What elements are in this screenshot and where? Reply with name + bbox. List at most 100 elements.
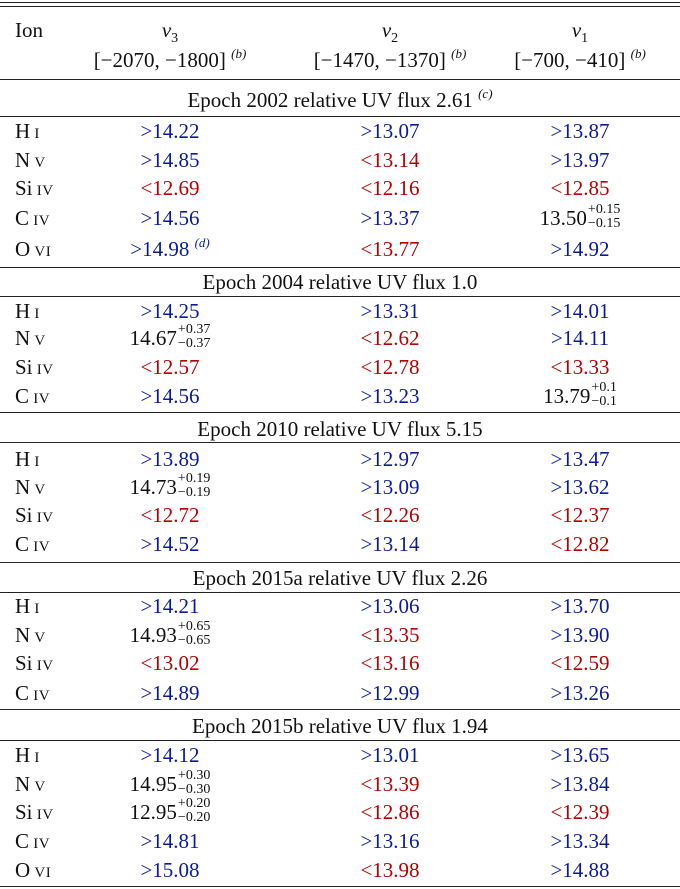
uncertainty-lower: −0.1 <box>591 394 617 410</box>
epoch-title-text: Epoch 2015a relative UV flux 2.26 <box>192 566 488 590</box>
header-rule <box>0 79 680 80</box>
value-v2: <12.86 <box>290 800 490 825</box>
value-v1: <12.85 <box>480 176 680 201</box>
uncertainty-upper: +0.37 <box>177 322 211 338</box>
bottom-rule <box>0 886 680 887</box>
value-v3: 14.95 +0.30 −0.30 <box>70 768 270 800</box>
value-v2: <13.35 <box>290 623 490 648</box>
value-v1: <12.59 <box>480 651 680 676</box>
uncertainty-upper: +0.30 <box>177 768 211 784</box>
value-text: >13.31 <box>360 299 420 323</box>
ion-label: H I <box>15 743 40 768</box>
value-text: >14.21 <box>140 594 200 618</box>
ion-stage: I <box>34 601 40 617</box>
ion-element: H <box>15 119 31 143</box>
value-text: <12.72 <box>140 503 200 527</box>
uncertainty-upper: +0.1 <box>591 380 617 396</box>
top-rule-2 <box>0 6 680 7</box>
ion-stage: IV <box>33 688 51 704</box>
value-v3: 14.67 +0.37 −0.37 <box>70 322 270 354</box>
ion-element: O <box>15 858 31 882</box>
header-v1: v1 <box>571 18 589 46</box>
ion-element: N <box>15 772 31 796</box>
value-text: >13.65 <box>550 743 610 767</box>
value-uncertainty: +0.15 −0.15 <box>588 203 620 231</box>
epoch-separator-rule <box>0 562 680 563</box>
epoch-title: Epoch 2010 relative UV flux 5.15 <box>0 417 680 442</box>
value-text: >13.06 <box>360 594 420 618</box>
value-text: >14.11 <box>550 326 610 350</box>
ion-stage: IV <box>36 658 54 674</box>
uncertainty-upper: +0.19 <box>177 471 211 487</box>
value-v2: >13.07 <box>290 119 490 144</box>
value-v2: <13.16 <box>290 651 490 676</box>
ion-stage: IV <box>33 539 51 555</box>
header-ion: Ion <box>15 18 43 42</box>
value-v3: 14.73 +0.19 −0.19 <box>70 471 270 503</box>
value-text: >13.84 <box>550 772 610 796</box>
epoch-title-text: Epoch 2002 relative UV flux 2.61 <box>187 88 473 112</box>
value-text: >13.87 <box>550 119 610 143</box>
ion-element: C <box>15 384 30 408</box>
value-v1: >13.62 <box>480 475 680 500</box>
epoch-rule <box>0 296 680 297</box>
epoch-rule <box>0 592 680 593</box>
uncertainty-lower: −0.15 <box>587 216 621 232</box>
value-v2: >13.14 <box>290 532 490 557</box>
ion-element: H <box>15 299 31 323</box>
ion-label: Si IV <box>15 651 54 676</box>
value-v2: >13.16 <box>290 829 490 854</box>
value-text: <13.33 <box>550 355 610 379</box>
value-v1: >14.01 <box>480 299 680 324</box>
value-text: <12.26 <box>360 503 420 527</box>
value-text: <12.37 <box>550 503 610 527</box>
value-uncertainty: +0.65 −0.65 <box>178 620 210 648</box>
value-v2: <12.26 <box>290 503 490 528</box>
ion-element: Si <box>15 503 33 527</box>
value-text: <12.78 <box>360 355 420 379</box>
value-text: >13.07 <box>360 119 420 143</box>
value-v2: <12.62 <box>290 326 490 351</box>
value-v3: <12.69 <box>70 176 270 201</box>
value-text: <13.02 <box>140 651 200 675</box>
ion-label: H I <box>15 594 40 619</box>
ion-label: N V <box>15 623 46 648</box>
ion-label: Si IV <box>15 176 54 201</box>
ion-stage: V <box>34 333 46 349</box>
value-text: >14.01 <box>550 299 610 323</box>
uncertainty-lower: −0.37 <box>177 336 211 352</box>
header-v1-range: [−700, −410] (b) <box>514 46 646 72</box>
value-text: <12.39 <box>550 800 610 824</box>
value-measured: 13.50 <box>539 206 587 230</box>
uncertainty-lower: −0.65 <box>177 633 211 649</box>
value-v1: <12.82 <box>480 532 680 557</box>
epoch-note: (c) <box>478 86 493 101</box>
epoch-rule <box>0 740 680 741</box>
value-v1: >13.70 <box>480 594 680 619</box>
ion-stage: V <box>34 482 46 498</box>
value-text: <13.77 <box>360 237 420 261</box>
value-text: >13.47 <box>550 447 610 471</box>
ion-element: N <box>15 326 31 350</box>
value-text: <13.16 <box>360 651 420 675</box>
value-v2: <13.98 <box>290 858 490 883</box>
ion-label: Si IV <box>15 503 54 528</box>
value-v2: <12.78 <box>290 355 490 380</box>
value-v3: >14.56 <box>70 206 270 231</box>
value-v3: >14.98 (d) <box>70 235 270 262</box>
value-text: <12.86 <box>360 800 420 824</box>
ion-stage: IV <box>33 213 51 229</box>
ion-element: N <box>15 148 31 172</box>
ion-label: H I <box>15 299 40 324</box>
value-v2: >13.01 <box>290 743 490 768</box>
value-v1: 13.79 +0.1 −0.1 <box>480 380 680 412</box>
value-v2: >13.06 <box>290 594 490 619</box>
value-text: >13.90 <box>550 623 610 647</box>
ion-stage: IV <box>36 807 54 823</box>
value-text: >14.12 <box>140 743 200 767</box>
ion-label: O VI <box>15 237 51 262</box>
value-text: >13.70 <box>550 594 610 618</box>
value-text: >13.89 <box>140 447 200 471</box>
value-measured: 12.95 <box>129 800 177 824</box>
value-v3: <12.57 <box>70 355 270 380</box>
